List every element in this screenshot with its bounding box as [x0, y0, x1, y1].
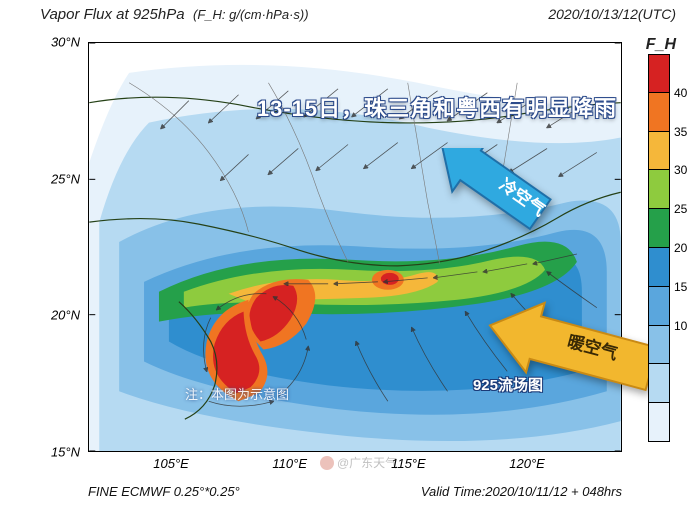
chart-timestamp: 2020/10/13/12(UTC)	[548, 6, 676, 22]
colorbar-tick-label: 20	[674, 241, 687, 255]
annotation-disclaimer: 注：本图为示意图	[185, 384, 289, 403]
colorbar-title: F_H	[646, 36, 676, 54]
y-axis: 30°N25°N20°N15°N	[40, 42, 86, 452]
colorbar-tick-label: 40	[674, 86, 687, 100]
weather-chart-figure: Vapor Flux at 925hPa (F_H: g/(cm·hPa·s))…	[0, 0, 690, 505]
y-tick-label: 25°N	[51, 171, 80, 186]
y-tick-label: 20°N	[51, 308, 80, 323]
y-tick-label: 15°N	[51, 445, 80, 460]
model-info: FINE ECMWF 0.25°*0.25° Valid Time:2020/1…	[88, 484, 622, 499]
colorbar-segment	[648, 132, 670, 171]
colorbar-tick-label: 15	[674, 280, 687, 294]
x-tick-label: 105°E	[153, 456, 189, 471]
colorbar-segment	[648, 248, 670, 287]
annotation-banner: 13-15日，珠三角和粤西有明显降雨	[217, 91, 657, 123]
colorbar-segment	[648, 54, 670, 93]
colorbar-segment	[648, 403, 670, 442]
x-tick-label: 110°E	[272, 456, 307, 471]
colorbar-tick-label: 35	[674, 125, 687, 139]
model-source: FINE ECMWF 0.25°*0.25°	[88, 484, 240, 499]
cold-air-arrow: 冷空气	[439, 148, 589, 268]
weibo-icon	[320, 456, 334, 470]
colorbar-segment	[648, 170, 670, 209]
colorbar: 40353025201510	[648, 54, 676, 442]
annotation-chart-label: 925流场图	[473, 374, 543, 395]
colorbar-segment	[648, 209, 670, 248]
x-tick-label: 120°E	[509, 456, 545, 471]
watermark: @广东天气	[320, 454, 397, 471]
map-chart-area: 13-15日，珠三角和粤西有明显降雨 冷空气 暖空气 注：本图为示意图 925流…	[88, 42, 622, 452]
colorbar-segment	[648, 326, 670, 365]
colorbar-segment	[648, 364, 670, 403]
title-sub: (F_H: g/(cm·hPa·s))	[193, 7, 309, 22]
title-main: Vapor Flux at 925hPa	[40, 6, 185, 23]
colorbar-segment	[648, 287, 670, 326]
model-valid-time: Valid Time:2020/10/11/12 + 048hrs	[421, 484, 622, 499]
colorbar-tick-label: 25	[674, 202, 687, 216]
colorbar-tick-label: 30	[674, 163, 687, 177]
colorbar-segment	[648, 93, 670, 132]
y-tick-label: 30°N	[51, 35, 80, 50]
colorbar-tick-label: 10	[674, 319, 687, 333]
